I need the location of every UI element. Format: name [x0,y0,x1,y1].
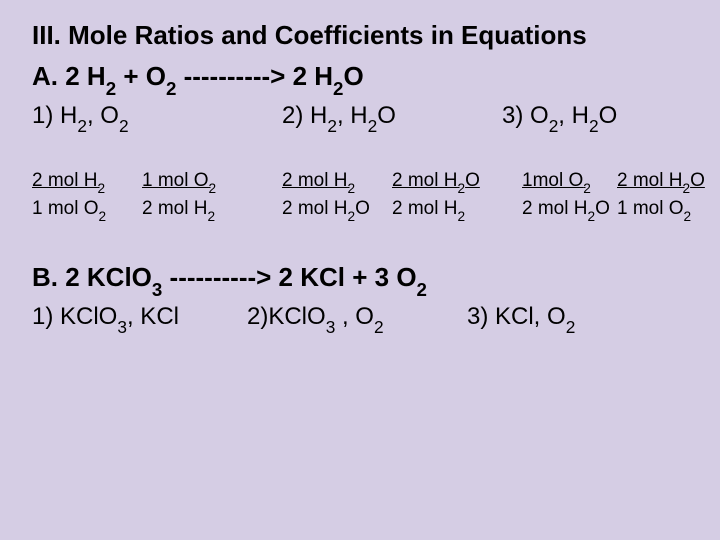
ratio-cell: 1 mol O2 [617,198,691,220]
section-a-ratio-row-2: 1 mol O2 2 mol H2 2 mol H2O 2 mol H2 2 m… [32,198,688,220]
section-b-row: 1) KClO3, KCl 2)KClO3 , O2 3) KCl, O2 [32,303,688,331]
ratio-cell: 2 mol H2O [392,170,522,192]
ratio-cell: 2 mol H2 [282,170,392,192]
section-b-equation: B. 2 KClO3 ----------> 2 KCl + 3 O2 [32,262,688,293]
section-a-equation: A. 2 H2 + O2 ----------> 2 H2O [32,61,688,92]
ratio-cell: 2 mol H2O [617,170,705,192]
ratio-cell: 1 mol O2 [142,170,282,192]
ratio-cell: 2 mol H2O [522,198,617,220]
pair-1-header: 1) H2, O2 [32,102,282,130]
section-a-headers: 1) H2, O2 2) H2, H2O 3) O2, H2O [32,102,688,130]
ratio-cell: 2 mol H2 [32,170,142,192]
pair-1: 1) KClO3, KCl [32,303,247,331]
pair-3: 3) KCl, O2 [467,303,575,331]
pair-3-header: 3) O2, H2O [502,102,682,130]
slide-title: III. Mole Ratios and Coefficients in Equ… [32,20,688,51]
ratio-cell: 2 mol H2 [392,198,522,220]
pair-2: 2)KClO3 , O2 [247,303,467,331]
ratio-cell: 1 mol O2 [32,198,142,220]
slide: III. Mole Ratios and Coefficients in Equ… [0,0,720,540]
section-a-ratio-row-1: 2 mol H2 1 mol O2 2 mol H2 2 mol H2O 1mo… [32,170,688,192]
pair-2-header: 2) H2, H2O [282,102,502,130]
ratio-cell: 2 mol H2 [142,198,282,220]
ratio-cell: 2 mol H2O [282,198,392,220]
ratio-cell: 1mol O2 [522,170,617,192]
